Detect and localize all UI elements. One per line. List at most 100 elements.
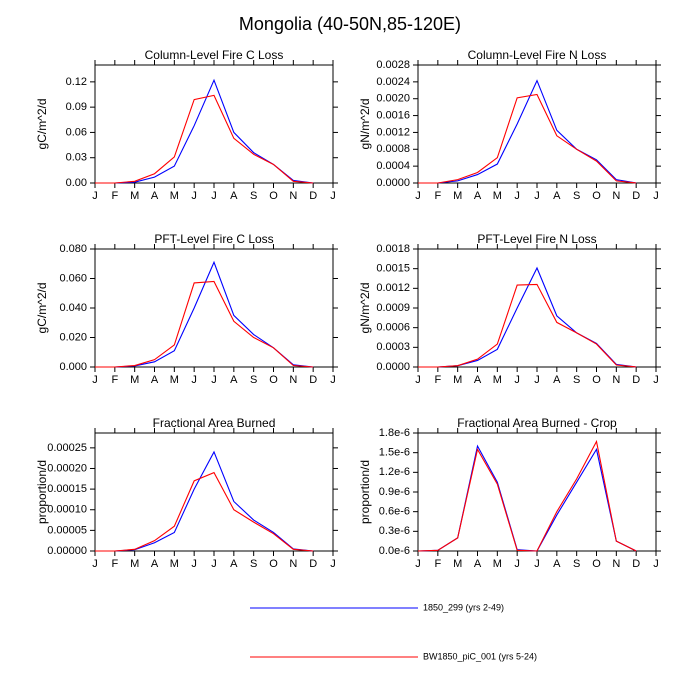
x-tick-label: J (514, 558, 520, 570)
x-tick-label: S (573, 558, 580, 570)
x-tick-label: A (230, 558, 238, 570)
y-tick-label: 1.8e-6 (379, 427, 410, 439)
legend-label: BW1850_piC_001 (yrs 5-24) (423, 651, 537, 661)
x-tick-label: M (170, 558, 179, 570)
x-tick-label: S (250, 190, 257, 202)
y-axis-label: gC/m^2/d (35, 283, 49, 334)
y-tick-label: 0.0015 (376, 263, 410, 275)
x-tick-label: N (612, 190, 620, 202)
panel-title: Column-Level Fire N Loss (468, 48, 607, 62)
y-tick-label: 0.0020 (376, 93, 410, 105)
y-tick-label: 0.0e-6 (379, 545, 410, 557)
x-tick-label: A (474, 558, 482, 570)
y-tick-label: 0.12 (66, 76, 87, 88)
x-tick-label: A (151, 190, 159, 202)
x-tick-label: J (92, 558, 98, 570)
x-tick-label: D (309, 190, 317, 202)
x-tick-label: S (250, 374, 257, 386)
x-tick-label: J (534, 374, 540, 386)
x-tick-label: F (111, 190, 118, 202)
x-tick-label: J (514, 190, 520, 202)
x-tick-label: N (289, 374, 297, 386)
series-line (418, 79, 637, 184)
x-tick-label: M (493, 374, 502, 386)
x-tick-label: J (653, 374, 659, 386)
x-tick-label: J (653, 190, 659, 202)
y-axis-label: proportion/d (35, 460, 49, 524)
y-axis-label: gN/m^2/d (358, 283, 372, 334)
x-tick-label: J (415, 190, 421, 202)
y-tick-label: 0.06 (66, 126, 87, 138)
y-tick-label: 0.00015 (47, 483, 87, 495)
y-tick-label: 0.0000 (376, 361, 410, 373)
panel-title: PFT-Level Fire N Loss (477, 232, 596, 246)
x-tick-label: O (592, 190, 601, 202)
y-tick-label: 0.0000 (376, 177, 410, 189)
x-tick-label: N (612, 374, 620, 386)
y-tick-label: 0.0006 (376, 322, 410, 334)
series-line (95, 94, 314, 184)
x-tick-label: J (92, 374, 98, 386)
y-tick-label: 0.9e-6 (379, 486, 410, 498)
y-tick-label: 0.0003 (376, 341, 410, 353)
x-tick-label: J (534, 190, 540, 202)
y-axis-label: proportion/d (358, 460, 372, 524)
y-tick-label: 0.0004 (376, 160, 410, 172)
y-tick-label: 0.0008 (376, 143, 410, 155)
x-tick-label: F (434, 190, 441, 202)
x-tick-label: J (330, 374, 336, 386)
y-tick-label: 0.00000 (47, 545, 87, 557)
x-tick-label: S (573, 374, 580, 386)
x-tick-label: A (151, 374, 159, 386)
x-tick-label: A (230, 190, 238, 202)
x-tick-label: N (289, 190, 297, 202)
x-tick-label: A (553, 558, 561, 570)
y-tick-label: 0.0009 (376, 302, 410, 314)
y-tick-label: 1.2e-6 (379, 466, 410, 478)
x-tick-label: J (330, 558, 336, 570)
x-tick-label: S (573, 190, 580, 202)
y-tick-label: 0.03 (66, 152, 87, 164)
panel-title: Fractional Area Burned - Crop (457, 416, 617, 430)
x-tick-label: D (309, 558, 317, 570)
x-tick-label: M (130, 374, 139, 386)
x-tick-label: M (453, 558, 462, 570)
x-tick-label: M (453, 190, 462, 202)
x-tick-label: J (191, 374, 197, 386)
panel-title: Fractional Area Burned (153, 416, 276, 430)
x-tick-label: D (632, 558, 640, 570)
x-tick-label: O (592, 558, 601, 570)
y-tick-label: 0.00010 (47, 504, 87, 516)
series-line (95, 471, 314, 552)
x-tick-label: J (415, 558, 421, 570)
x-tick-label: A (474, 190, 482, 202)
x-tick-label: F (111, 374, 118, 386)
x-tick-label: A (553, 374, 561, 386)
y-tick-label: 1.5e-6 (379, 447, 410, 459)
series-line (418, 283, 637, 368)
x-tick-label: J (191, 190, 197, 202)
y-tick-label: 0.040 (59, 302, 87, 314)
figure-title: Mongolia (40-50N,85-120E) (239, 14, 461, 34)
x-tick-label: O (269, 558, 278, 570)
x-tick-label: D (309, 374, 317, 386)
series-line (418, 93, 637, 184)
y-tick-label: 0.00 (66, 177, 87, 189)
y-tick-label: 0.3e-6 (379, 525, 410, 537)
x-tick-label: J (653, 558, 659, 570)
x-tick-label: J (534, 558, 540, 570)
x-tick-label: D (632, 190, 640, 202)
x-tick-label: N (289, 558, 297, 570)
y-tick-label: 0.0024 (376, 76, 410, 88)
panel-title: PFT-Level Fire C Loss (154, 232, 273, 246)
x-tick-label: D (632, 374, 640, 386)
x-tick-label: A (151, 558, 159, 570)
x-tick-label: J (330, 190, 336, 202)
x-tick-label: M (130, 190, 139, 202)
x-tick-label: J (211, 190, 217, 202)
y-tick-label: 0.0012 (376, 126, 410, 138)
x-tick-label: M (453, 374, 462, 386)
x-tick-label: J (415, 374, 421, 386)
